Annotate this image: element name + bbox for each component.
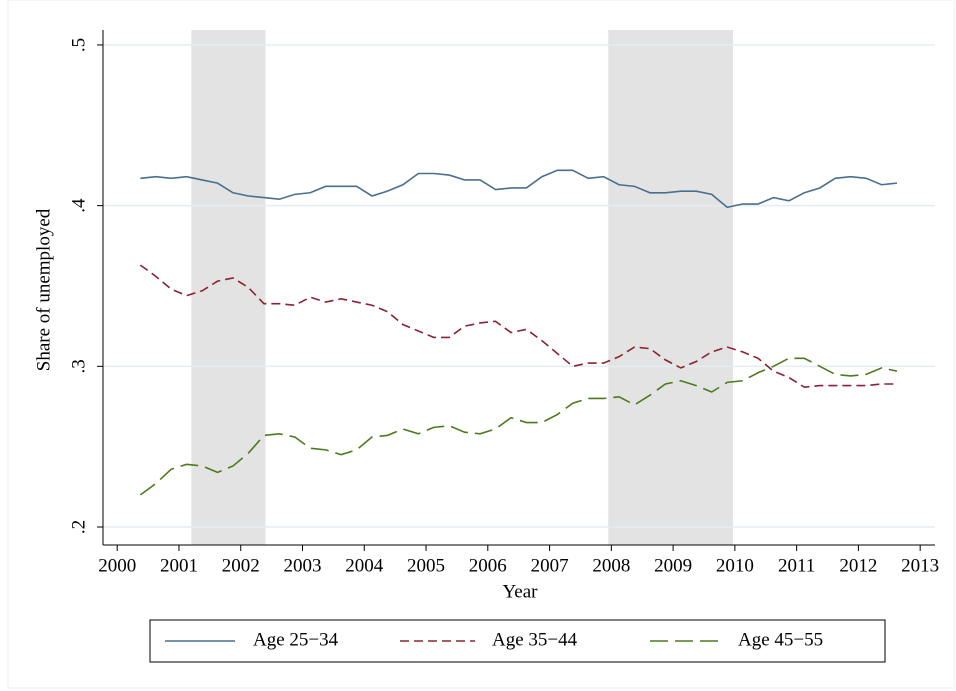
y-axis-label: Share of unemployed bbox=[33, 208, 54, 371]
legend-label: Age 25−34 bbox=[253, 629, 339, 650]
series-line bbox=[140, 169, 898, 209]
legend-label: Age 35−44 bbox=[492, 629, 578, 650]
x-tick-label: 2009 bbox=[654, 555, 692, 576]
y-tick-label: .4 bbox=[68, 198, 89, 213]
x-tick-label: 2002 bbox=[222, 555, 260, 576]
x-tick-label: 2013 bbox=[901, 555, 939, 576]
x-tick-label: 2003 bbox=[284, 555, 322, 576]
series-line bbox=[139, 264, 898, 389]
x-tick-label: 2000 bbox=[98, 555, 136, 576]
x-tick-label: 2006 bbox=[469, 555, 507, 576]
x-tick-label: 2012 bbox=[839, 555, 877, 576]
x-tick-label: 2010 bbox=[716, 555, 754, 576]
y-tick-label: .5 bbox=[68, 38, 89, 52]
legend bbox=[149, 619, 886, 663]
x-tick-label: 2008 bbox=[592, 555, 630, 576]
graph-frame bbox=[7, 0, 955, 689]
legend-label: Age 45−55 bbox=[738, 629, 823, 650]
y-tick-label: .2 bbox=[68, 520, 89, 534]
x-axis-label: Year bbox=[502, 581, 538, 602]
shaded-period bbox=[608, 30, 734, 545]
x-tick-label: 2007 bbox=[531, 555, 569, 576]
series-line bbox=[139, 357, 898, 496]
x-tick-label: 2005 bbox=[407, 555, 445, 576]
x-tick-label: 2001 bbox=[160, 555, 198, 576]
y-tick-label: .3 bbox=[68, 359, 89, 373]
x-tick-label: 2011 bbox=[778, 555, 815, 576]
x-tick-label: 2004 bbox=[345, 555, 384, 576]
shaded-period bbox=[191, 30, 266, 545]
